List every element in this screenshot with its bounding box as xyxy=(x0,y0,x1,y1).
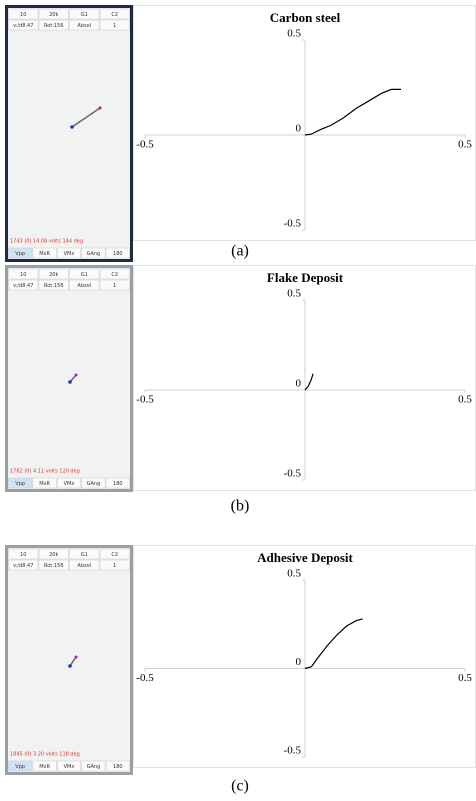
x-tick-label: -0.5 xyxy=(136,394,154,406)
device-button-label: 10 xyxy=(20,272,26,278)
device-screen xyxy=(8,8,130,259)
device-button-label: 180 xyxy=(113,251,123,257)
figure: 1020kG1C2v:/d8.47Rot:156Absol1VppMxRVMxG… xyxy=(0,0,476,801)
device-button-label: v:/d8.47 xyxy=(13,563,33,569)
y-tick-label: -0.5 xyxy=(284,468,302,480)
device-button-label: 1 xyxy=(113,23,116,29)
x-tick-label: 0.5 xyxy=(458,672,472,684)
y-tick-label: 0 xyxy=(296,123,302,135)
device-button-label: VMx xyxy=(64,251,75,257)
device-dot-start xyxy=(68,380,72,384)
device-dot-end xyxy=(75,374,78,377)
device-button-label: Absol xyxy=(77,283,91,289)
device-status: 1743 (0) 14.08 volts 144 deg xyxy=(10,239,83,245)
device-button-label: Vpp xyxy=(15,764,25,770)
chart-title: Adhesive Deposit xyxy=(257,550,353,565)
x-tick-label: -0.5 xyxy=(136,139,154,151)
device-button-label: Vpp xyxy=(15,251,25,257)
device-button-label: 10 xyxy=(20,552,26,558)
device-button-label: C2 xyxy=(111,12,118,18)
device-button-label: 1 xyxy=(113,563,116,569)
device-dot-end xyxy=(75,656,78,659)
chart-title: Flake Deposit xyxy=(267,270,344,285)
chart-title: Carbon steel xyxy=(270,10,341,25)
device-status: 1762 (0) 4.11 volts 120 deg xyxy=(10,469,80,475)
device-button-label: GAng xyxy=(87,251,101,257)
y-tick-label: -0.5 xyxy=(284,218,302,230)
device-screen xyxy=(8,268,130,489)
device-button-label: MxR xyxy=(39,251,50,257)
device-button-label: VMx xyxy=(64,481,75,487)
device-button-label: C2 xyxy=(111,552,118,558)
device-dot-end xyxy=(99,107,102,110)
device-button-label: MxR xyxy=(39,764,50,770)
panel-caption: (a) xyxy=(231,243,249,260)
x-tick-label: 0.5 xyxy=(458,394,472,406)
y-tick-label: 0.5 xyxy=(287,28,301,40)
y-tick-label: 0 xyxy=(296,378,302,390)
y-tick-label: -0.5 xyxy=(284,745,302,757)
device-button-label: Rot:156 xyxy=(44,563,64,569)
device-button-label: Absol xyxy=(77,23,91,29)
panel-caption: (b) xyxy=(231,498,250,515)
device-button-label: G1 xyxy=(81,12,88,18)
device-button-label: 180 xyxy=(113,481,123,487)
y-tick-label: 0 xyxy=(296,656,302,668)
device-button-label: Absol xyxy=(77,563,91,569)
device-button-label: 180 xyxy=(113,764,123,770)
y-tick-label: 0.5 xyxy=(287,288,301,300)
panel-caption: (c) xyxy=(231,778,249,795)
device-button-label: VMx xyxy=(64,764,75,770)
device-button-label: C2 xyxy=(111,272,118,278)
device-button-label: G1 xyxy=(81,552,88,558)
device-button-label: 20k xyxy=(49,12,58,18)
device-button-label: 10 xyxy=(20,12,26,18)
device-button-label: G1 xyxy=(81,272,88,278)
y-tick-label: 0.5 xyxy=(287,568,301,580)
device-button-label: Rot:156 xyxy=(44,283,64,289)
device-status: 1845 (0) 3.20 volts 118 deg xyxy=(10,752,80,758)
device-button-label: Rot:156 xyxy=(44,23,64,29)
device-dot-start xyxy=(70,125,74,129)
device-button-label: GAng xyxy=(87,764,101,770)
device-screen xyxy=(8,548,130,772)
device-dot-start xyxy=(68,664,72,668)
device-button-label: v:/d8.47 xyxy=(13,283,33,289)
device-button-label: v:/d8.47 xyxy=(13,23,33,29)
device-button-label: 20k xyxy=(49,272,58,278)
device-button-label: 20k xyxy=(49,552,58,558)
device-button-label: GAng xyxy=(87,481,101,487)
x-tick-label: -0.5 xyxy=(136,672,154,684)
device-button-label: Vpp xyxy=(15,481,25,487)
x-tick-label: 0.5 xyxy=(458,139,472,151)
device-button-label: MxR xyxy=(39,481,50,487)
device-button-label: 1 xyxy=(113,283,116,289)
